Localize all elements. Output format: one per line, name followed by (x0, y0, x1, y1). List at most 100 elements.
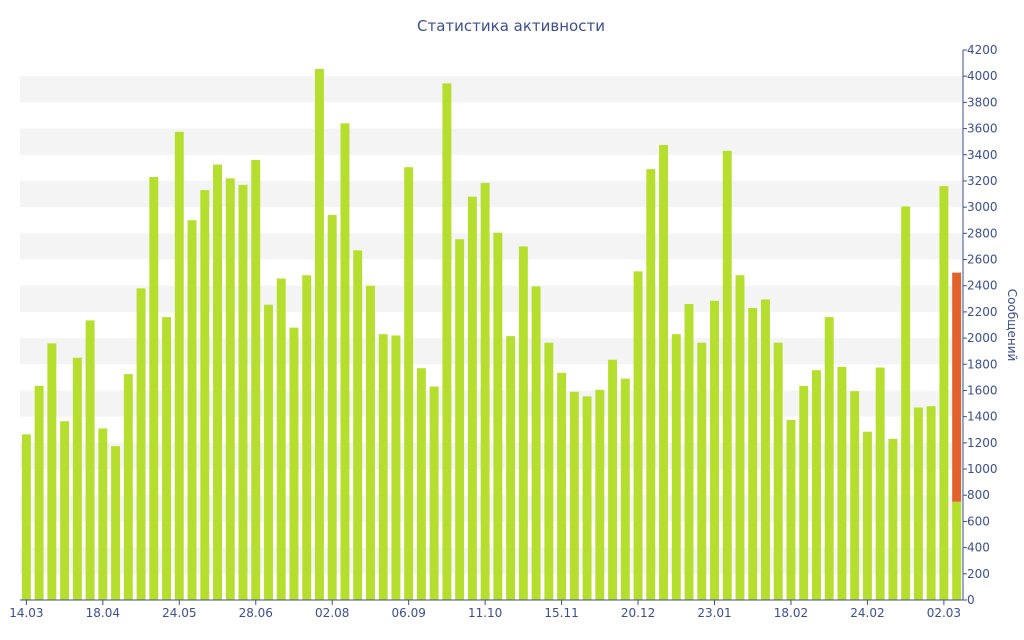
bar (493, 232, 503, 600)
y-tick-label: 1200 (967, 436, 998, 450)
bar (60, 421, 70, 600)
bar (378, 334, 388, 600)
bar (327, 215, 337, 600)
y-tick-label: 1000 (967, 462, 998, 476)
bar (404, 167, 414, 600)
bar (710, 300, 719, 600)
grid-band (20, 338, 963, 365)
bar (939, 186, 949, 600)
bar (21, 434, 31, 600)
y-tick-label: 400 (967, 541, 990, 555)
bar (684, 304, 694, 600)
y-tick-label: 3600 (967, 122, 998, 136)
bar (862, 431, 872, 600)
y-tick-label: 200 (967, 567, 990, 581)
bar (786, 419, 796, 600)
highlight-bar-base (952, 501, 962, 600)
bar (264, 304, 273, 600)
bar (47, 343, 57, 600)
bar (276, 278, 286, 600)
y-tick-label: 4000 (967, 69, 998, 83)
bar (353, 250, 363, 600)
bar (850, 391, 860, 600)
bar (582, 396, 592, 600)
highlight-bar (952, 272, 962, 502)
bar (799, 385, 809, 600)
bar (429, 386, 439, 600)
bar (518, 246, 528, 600)
grid-bands (20, 76, 963, 574)
bar (174, 131, 184, 600)
bar (98, 428, 108, 600)
bar (557, 372, 567, 600)
bar (888, 438, 898, 600)
bar (213, 164, 222, 601)
bar (569, 391, 579, 600)
bar (200, 190, 210, 600)
bar (544, 342, 554, 600)
bar (926, 406, 936, 600)
bar (416, 368, 426, 600)
x-tick-label: 18.02 (774, 606, 808, 620)
bar (646, 169, 656, 600)
bar (633, 271, 643, 600)
bar (697, 342, 707, 600)
x-tick-label: 02.08 (315, 606, 349, 620)
bar (225, 178, 235, 601)
x-tick-label: 23.01 (697, 606, 731, 620)
x-tick-label: 20.12 (621, 606, 655, 620)
y-tick-label: 1600 (967, 383, 998, 397)
y-tick-label: 2200 (967, 305, 998, 319)
y-tick-label: 4200 (967, 43, 998, 57)
bar (251, 160, 261, 600)
x-tick-label: 06.09 (391, 606, 425, 620)
bar (467, 196, 477, 600)
bar (901, 206, 911, 600)
grid-band (20, 547, 963, 574)
y-tick-label: 1400 (967, 410, 998, 424)
bar (608, 359, 618, 600)
bar (289, 327, 299, 600)
y-axis: 0 200 400 600 800 1000 1200 1400 1600 1800 2000 220… (962, 43, 998, 607)
bar (761, 299, 770, 600)
y-tick-label: 3400 (967, 148, 998, 162)
bar (837, 366, 847, 600)
y-tick-label: 2600 (967, 253, 998, 267)
x-tick-label: 24.05 (162, 606, 196, 620)
bar (811, 370, 821, 600)
y-tick-label: 800 (967, 488, 990, 502)
bar (136, 288, 146, 600)
grid-band (20, 180, 963, 208)
grid-band (20, 285, 963, 312)
y-tick-label: 2400 (967, 279, 998, 293)
bar (506, 336, 516, 600)
bar (531, 286, 541, 600)
grid-band (20, 76, 963, 103)
y-tick-label: 600 (967, 514, 990, 528)
y-tick-label: 3000 (967, 200, 998, 214)
y-tick-label: 2000 (967, 331, 998, 345)
bar (85, 320, 95, 600)
y-tick-label: 2800 (967, 226, 998, 240)
grid-band (20, 233, 963, 260)
bar (875, 367, 885, 600)
bar (455, 239, 465, 600)
bar (620, 378, 630, 600)
grid-band (20, 495, 963, 522)
x-axis: 14.03 18.04 24.05 28.06 02.08 06.09 11.10 15.11… (9, 599, 963, 620)
bar (671, 334, 681, 600)
bar (391, 335, 401, 600)
x-tick-label: 14.03 (9, 606, 43, 620)
bar (238, 184, 248, 600)
y-tick-label: 3200 (967, 174, 998, 188)
bar (315, 68, 324, 600)
chart-title: Статистика активности (417, 17, 605, 35)
bar (659, 144, 668, 600)
x-tick-label: 11.10 (468, 606, 502, 620)
x-tick-label: 18.04 (86, 606, 120, 620)
x-tick-label: 02.03 (927, 606, 961, 620)
bar (480, 182, 490, 600)
x-tick-label: 15.11 (544, 606, 578, 620)
bar (595, 389, 605, 600)
